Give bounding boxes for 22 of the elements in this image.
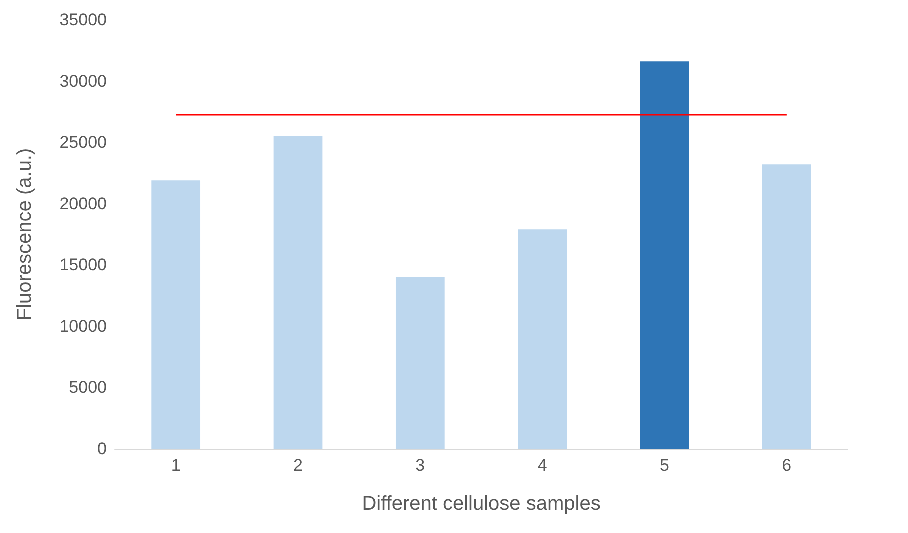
x-tick-label: 4 <box>538 456 548 475</box>
x-tick-label: 5 <box>660 456 670 475</box>
x-axis-title: Different cellulose samples <box>362 493 601 515</box>
y-tick-label: 25000 <box>60 133 107 152</box>
bar <box>274 136 323 449</box>
x-tick-label: 1 <box>171 456 181 475</box>
y-tick-label: 5000 <box>69 378 107 398</box>
y-axis-title: Fluorescence (a.u.) <box>14 148 36 321</box>
x-tick-label: 3 <box>416 456 426 475</box>
y-tick-label: 20000 <box>60 194 107 214</box>
bar <box>152 180 201 449</box>
bar <box>640 62 690 449</box>
y-tick-label: 35000 <box>60 10 107 30</box>
bar <box>396 277 445 449</box>
bar <box>518 230 568 449</box>
y-tick-label: 0 <box>98 440 107 458</box>
y-tick-label: 10000 <box>60 316 107 336</box>
x-tick-label: 2 <box>294 456 303 475</box>
bar <box>762 164 812 449</box>
y-tick-label: 15000 <box>60 256 107 275</box>
x-tick-label: 6 <box>782 456 792 475</box>
y-tick-label: 30000 <box>60 72 107 91</box>
